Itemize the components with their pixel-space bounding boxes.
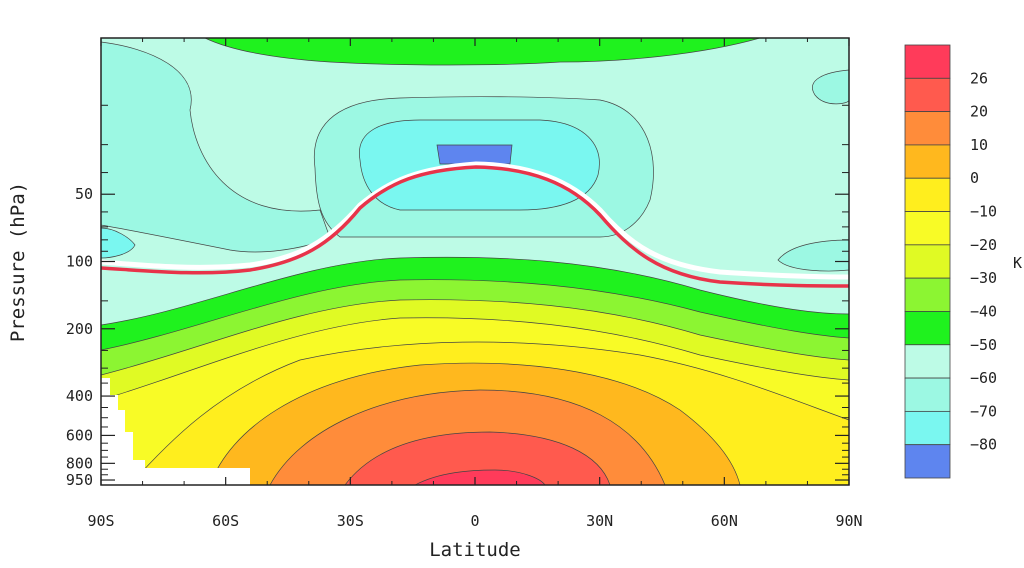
colorbar-label: −80 (970, 436, 997, 454)
colorbar-swatch (904, 311, 951, 346)
contour-left-pocket (101, 41, 331, 253)
contour-upper-green (204, 38, 761, 66)
x-tick-label: 0 (470, 512, 479, 530)
y-tick-label: 200 (66, 320, 93, 338)
surface-mask (101, 378, 250, 485)
x-tick-label: 90N (835, 512, 862, 530)
colorbar-label: −60 (970, 369, 997, 387)
x-tick-label: 90S (87, 512, 114, 530)
contour-right-pocket (812, 69, 849, 105)
colorbar-swatch (904, 44, 951, 79)
contour-band-20p (344, 431, 611, 485)
tropopause-white-line (101, 161, 849, 280)
colorbar-label: 20 (970, 103, 988, 121)
x-tick-label: 30N (586, 512, 613, 530)
colorbar-unit: K (1013, 254, 1022, 272)
y-tick-label: 600 (66, 426, 93, 444)
contour-right-pocket-low (777, 239, 849, 272)
colorbar-swatch (904, 177, 951, 212)
contour-left-80 (101, 227, 136, 259)
y-axis-title: Pressure (hPa) (7, 182, 29, 342)
colorbar-label: −40 (970, 302, 997, 320)
colorbar-label: −10 (970, 203, 997, 221)
y-tick-label: 100 (66, 253, 93, 271)
colorbar-swatch (904, 111, 951, 146)
contour-eq-coldest (436, 144, 513, 165)
x-tick-label: 60N (711, 512, 738, 530)
colorbar-label: −70 (970, 402, 997, 420)
contour-band-26 (414, 469, 546, 485)
y-tick-label: 400 (66, 387, 93, 405)
x-axis: 90S 60S 30S 0 30N 60N 90N (87, 38, 863, 530)
tropopause-red-line (101, 165, 849, 288)
colorbar-swatch (904, 77, 951, 113)
colorbar-label: −20 (970, 236, 997, 254)
colorbar-label: 26 (970, 69, 988, 87)
colorbar-swatch (904, 144, 951, 179)
colorbar: 26 20 10 0 −10 −20 −30 −40 −50 −60 −70 −80 (904, 44, 997, 479)
x-tick-label: 30S (337, 512, 364, 530)
colorbar-label: 0 (970, 169, 979, 187)
colorbar-swatch (904, 377, 951, 412)
colorbar-swatch (904, 344, 951, 379)
colorbar-swatch (904, 410, 951, 446)
y-tick-label: 50 (75, 185, 93, 203)
colorbar-swatch (904, 277, 951, 312)
colorbar-swatch (904, 444, 951, 479)
y-tick-label: 800 (66, 454, 93, 472)
colorbar-label: −50 (970, 336, 997, 354)
colorbar-swatch (904, 244, 951, 279)
x-tick-label: 60S (212, 512, 239, 530)
x-axis-title: Latitude (429, 539, 521, 561)
contour-fills (101, 38, 849, 485)
colorbar-label: 10 (970, 136, 988, 154)
colorbar-swatch (904, 211, 951, 246)
y-tick-label: 950 (66, 471, 93, 489)
colorbar-label: −30 (970, 269, 997, 287)
